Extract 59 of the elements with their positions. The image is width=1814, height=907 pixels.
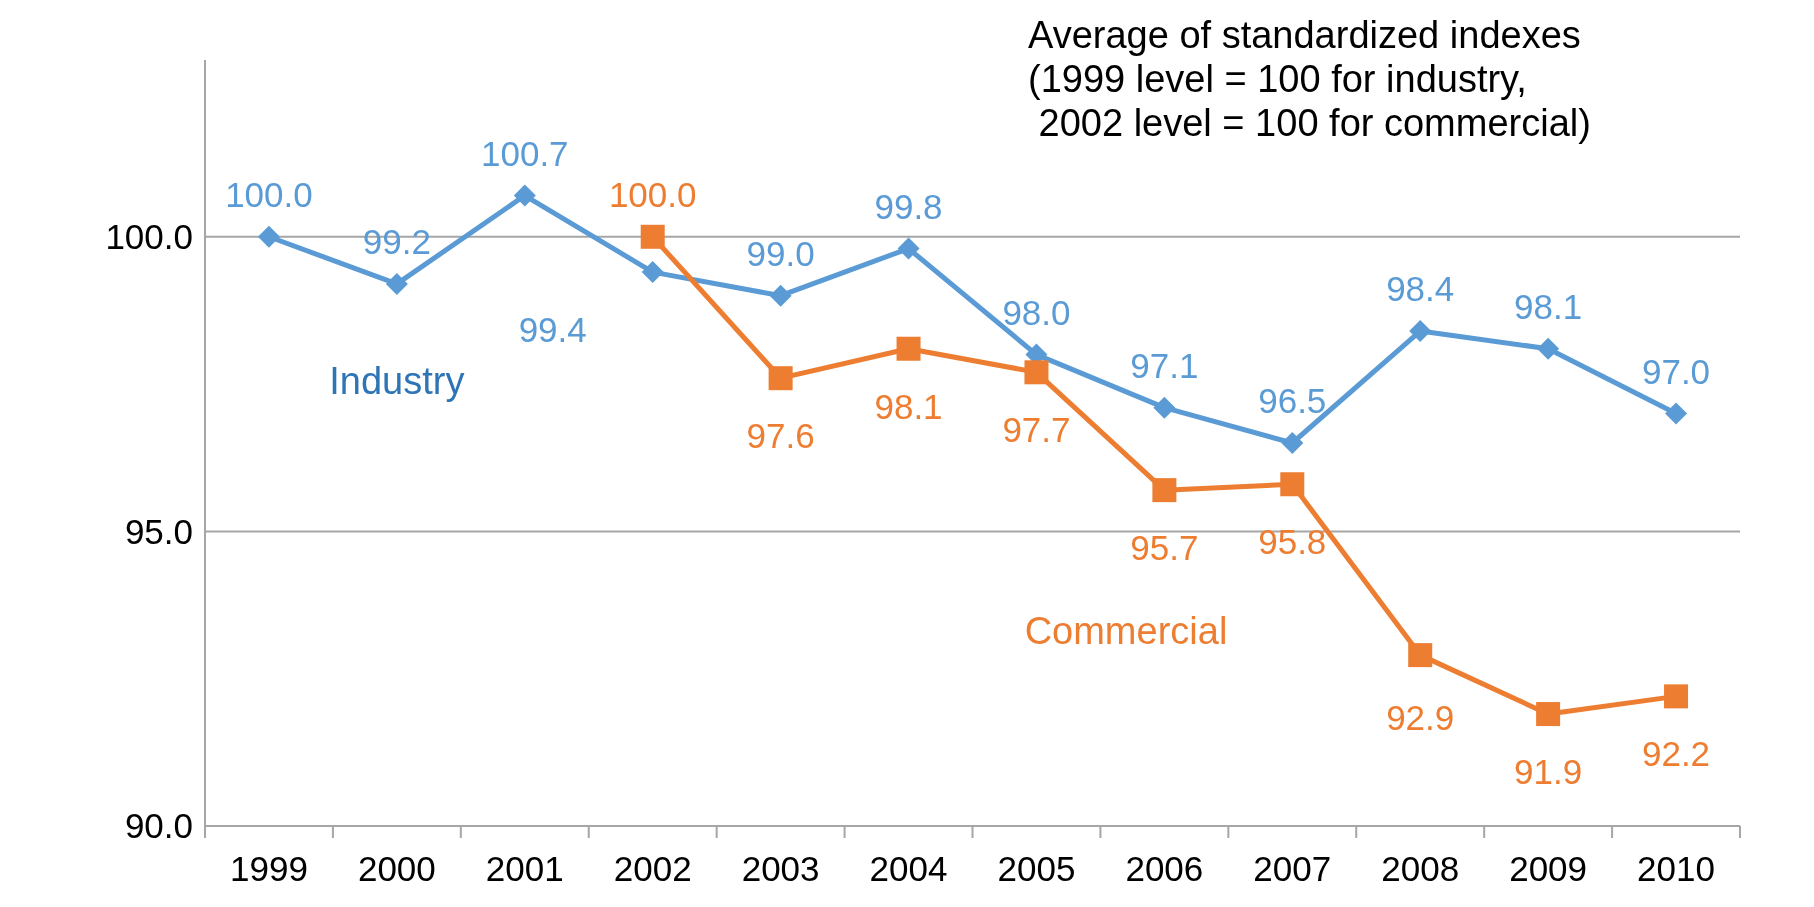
point [385, 272, 408, 295]
point [1153, 396, 1176, 419]
x-tick-label: 2009 [1509, 849, 1588, 888]
text: Commercial [1024, 610, 1228, 653]
data-label: 99.0 [746, 233, 815, 273]
data-label: 98.1 [874, 386, 943, 426]
data-label: 99.8 [874, 186, 943, 226]
data-label: 92.9 [1386, 698, 1455, 738]
x-tick-label: 2006 [1125, 849, 1204, 888]
y-tick-label: 95.0 [124, 511, 193, 551]
data-label: 98.1 [1514, 286, 1583, 326]
data-label: 97.7 [1002, 410, 1071, 450]
data-label: 91.9 [1514, 752, 1583, 792]
x-tick-label: 2005 [997, 849, 1076, 888]
data-label: 100.7 [480, 133, 569, 173]
point [1408, 643, 1433, 668]
point [1281, 432, 1304, 454]
data-label: 98.0 [1002, 292, 1071, 332]
x-tick-label: 2010 [1637, 849, 1715, 888]
point [1024, 360, 1049, 385]
data-label: 97.0 [1641, 351, 1711, 391]
point [1664, 684, 1689, 709]
point [641, 261, 664, 284]
x-tick-label: 2007 [1253, 849, 1332, 888]
data-label: 99.4 [518, 310, 587, 350]
x-tick-label: 2003 [741, 849, 820, 888]
point [897, 237, 920, 260]
x-tick-label: 2000 [357, 849, 436, 888]
x-tick-label: 2004 [869, 849, 948, 888]
x-tick-label: 1999 [230, 849, 308, 888]
data-label: 96.5 [1258, 381, 1327, 420]
data-label: 97.6 [746, 416, 815, 456]
chart-title: Average of standardized indexes (1999 level = 100 for industry, 2002 level = 100 for commercial) [1028, 14, 1591, 144]
text: Industry [329, 359, 465, 402]
point [1536, 702, 1561, 727]
point [257, 225, 280, 248]
data-label: 95.8 [1258, 522, 1327, 562]
data-label: 99.2 [362, 221, 431, 261]
x-tick-label: 2001 [485, 849, 564, 888]
data-label: 92.2 [1641, 734, 1711, 774]
data-label: 95.7 [1130, 528, 1199, 568]
point [513, 184, 536, 207]
point [1537, 337, 1560, 360]
point [896, 336, 921, 361]
x-tick-label: 2008 [1381, 849, 1460, 888]
data-label: 97.1 [1130, 345, 1199, 385]
point [769, 284, 792, 307]
point [1409, 320, 1432, 343]
point [768, 366, 793, 391]
point [640, 224, 665, 249]
data-label: 98.4 [1386, 269, 1455, 309]
data-label: 100.0 [608, 174, 697, 214]
x-tick-label: 2002 [613, 849, 692, 888]
point [1152, 478, 1177, 503]
point [1665, 402, 1688, 425]
point [1280, 472, 1305, 497]
data-label: 100.0 [225, 174, 313, 214]
y-tick-label: 90.0 [124, 806, 193, 846]
y-tick-label: 100.0 [105, 217, 193, 257]
